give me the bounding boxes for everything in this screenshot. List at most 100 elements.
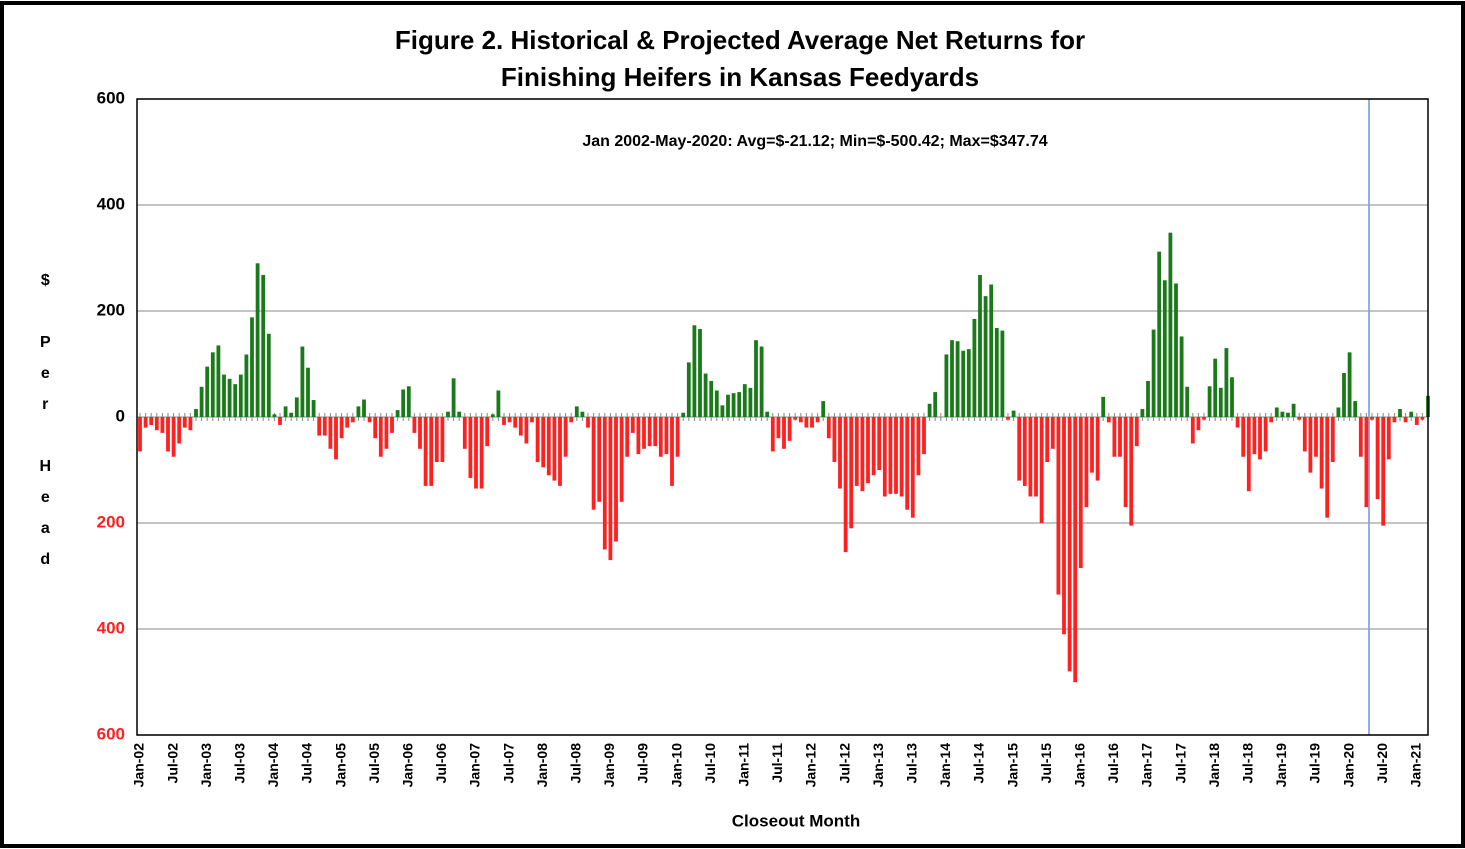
x-tick-label: Jul-03: [232, 743, 248, 784]
bar: [1263, 417, 1268, 452]
x-tick-label: Jan-11: [736, 743, 752, 787]
bar: [983, 296, 988, 417]
bar: [1196, 417, 1201, 431]
bar: [826, 417, 831, 439]
bar: [1157, 251, 1162, 417]
bar: [927, 403, 932, 417]
bar: [154, 417, 159, 431]
bar: [804, 417, 809, 428]
bar: [250, 317, 254, 417]
bar: [390, 417, 394, 433]
bar: [754, 340, 758, 417]
bar: [1370, 417, 1374, 420]
y-tick-label: 0: [116, 406, 125, 425]
bar: [653, 417, 658, 447]
bar: [1039, 417, 1044, 523]
chart-title: Finishing Heifers in Kansas Feedyards: [501, 62, 979, 92]
bar: [776, 417, 781, 439]
bar: [1291, 403, 1296, 417]
bar: [854, 417, 859, 486]
bar: [1314, 417, 1318, 457]
bar: [261, 274, 266, 417]
bar: [1162, 280, 1167, 417]
bar: [479, 417, 484, 489]
bar: [1398, 409, 1402, 417]
bar: [1358, 417, 1363, 457]
bar: [1006, 417, 1010, 420]
bar: [1297, 417, 1302, 420]
x-tick-label: Jul-15: [1038, 743, 1054, 784]
bar: [1280, 411, 1285, 417]
bar: [138, 417, 142, 452]
bar: [300, 346, 305, 417]
bar: [177, 417, 182, 444]
x-tick-label: Jul-10: [702, 743, 718, 784]
bar: [182, 417, 187, 428]
x-tick-label: Jan-04: [265, 743, 281, 788]
x-tick-label: Jul-02: [164, 743, 180, 784]
bar: [821, 401, 826, 417]
bar: [586, 417, 590, 428]
bar: [188, 417, 193, 431]
bar: [681, 412, 686, 417]
bar: [356, 406, 361, 417]
bar: [1207, 386, 1212, 417]
x-tick-label: Jan-18: [1206, 743, 1222, 788]
bar: [1050, 417, 1055, 449]
bar: [1386, 417, 1391, 460]
bar: [1140, 409, 1145, 417]
bar: [311, 400, 316, 417]
bar: [625, 417, 630, 457]
bar: [1224, 348, 1229, 417]
bar: [1420, 417, 1425, 420]
bar: [1151, 329, 1156, 417]
bar: [737, 392, 742, 417]
bar: [216, 345, 221, 417]
bar: [1302, 417, 1307, 452]
bar: [866, 417, 870, 484]
bar: [1241, 417, 1246, 457]
bar: [894, 417, 898, 494]
bar: [1174, 283, 1178, 417]
bar: [440, 417, 445, 463]
bar: [675, 417, 680, 457]
bar: [1342, 373, 1346, 417]
x-tick-label: Jul-09: [635, 743, 651, 784]
chart-title: Figure 2. Historical & Projected Average…: [395, 25, 1085, 55]
y-tick-label: 200: [97, 300, 125, 319]
bar: [423, 417, 428, 486]
bar: [143, 417, 148, 428]
bar: [899, 417, 904, 497]
bar: [815, 417, 820, 423]
bar: [1319, 417, 1324, 489]
bar: [362, 399, 366, 417]
bar: [289, 412, 294, 417]
bar: [1286, 412, 1290, 417]
bar: [546, 417, 551, 476]
x-tick-label: Jul-19: [1307, 743, 1323, 784]
bar: [569, 417, 574, 423]
bar: [1213, 358, 1218, 417]
bar: [384, 417, 389, 449]
bar: [670, 417, 674, 486]
bar: [345, 417, 350, 428]
bar: [294, 397, 299, 417]
bar: [468, 417, 473, 478]
bar: [726, 394, 730, 417]
x-tick-label: Jan-13: [870, 743, 886, 788]
bar: [1364, 417, 1369, 508]
bar: [552, 417, 557, 481]
bar: [1230, 377, 1234, 417]
bar: [1146, 380, 1150, 417]
bar: [703, 373, 708, 417]
bar: [905, 417, 910, 510]
bar: [1179, 336, 1184, 417]
x-tick-label: Jul-04: [299, 743, 315, 784]
x-tick-label: Jan-17: [1139, 743, 1155, 788]
bar: [580, 411, 585, 417]
x-tick-label: Jul-14: [971, 743, 987, 784]
bar: [401, 389, 406, 417]
bar: [1078, 417, 1083, 569]
bar: [1028, 417, 1033, 497]
x-tick-label: Jan-02: [131, 743, 147, 788]
